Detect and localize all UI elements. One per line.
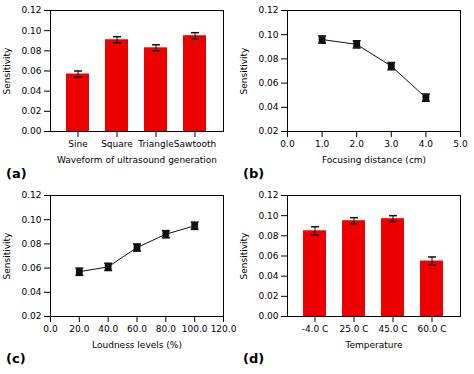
svg-text:0.12: 0.12	[258, 190, 278, 200]
svg-text:Sensitivity: Sensitivity	[239, 232, 249, 280]
svg-text:60.0 C: 60.0 C	[417, 324, 446, 334]
svg-text:0.06: 0.06	[21, 263, 41, 273]
svg-text:0.10: 0.10	[258, 211, 278, 221]
svg-text:20.0: 20.0	[69, 324, 89, 334]
svg-text:0.10: 0.10	[258, 30, 278, 40]
svg-text:3.0: 3.0	[384, 139, 399, 149]
svg-text:0.06: 0.06	[21, 66, 41, 76]
svg-text:Sawtooth: Sawtooth	[174, 139, 216, 149]
svg-text:0.04: 0.04	[258, 102, 278, 112]
svg-text:5.0: 5.0	[453, 139, 468, 149]
svg-text:100.0: 100.0	[182, 324, 208, 334]
svg-text:0.02: 0.02	[258, 291, 278, 301]
svg-text:0.04: 0.04	[21, 287, 41, 297]
svg-text:0.12: 0.12	[21, 5, 41, 15]
svg-text:0.08: 0.08	[258, 54, 278, 64]
svg-text:0.00: 0.00	[258, 311, 278, 321]
svg-text:-4.0 C: -4.0 C	[302, 324, 329, 334]
svg-text:0.06: 0.06	[258, 251, 278, 261]
svg-text:0.12: 0.12	[258, 5, 278, 15]
svg-text:Square: Square	[101, 139, 133, 149]
html-text:(d): (d)	[243, 351, 265, 366]
svg-text:0.02: 0.02	[258, 126, 278, 136]
html-text:(a): (a)	[6, 166, 27, 181]
svg-text:0.0: 0.0	[280, 139, 295, 149]
svg-text:0.10: 0.10	[21, 215, 41, 225]
svg-text:0.10: 0.10	[21, 26, 41, 36]
svg-text:120.0: 120.0	[211, 324, 237, 334]
svg-text:Waveform of ultrasound generat: Waveform of ultrasound generation	[57, 155, 217, 165]
svg-text:0.04: 0.04	[21, 86, 41, 96]
svg-text:4.0: 4.0	[419, 139, 434, 149]
svg-text:Sine: Sine	[68, 139, 88, 149]
svg-text:0.08: 0.08	[258, 231, 278, 241]
svg-text:0.06: 0.06	[258, 78, 278, 88]
svg-text:0.0: 0.0	[43, 324, 58, 334]
svg-text:0.08: 0.08	[21, 46, 41, 56]
svg-text:80.0: 80.0	[156, 324, 176, 334]
svg-text:1.0: 1.0	[315, 139, 330, 149]
svg-text:Loudness levels (%): Loudness levels (%)	[92, 340, 182, 350]
svg-text:60.0: 60.0	[127, 324, 147, 334]
svg-text:45.0 C: 45.0 C	[378, 324, 407, 334]
svg-text:0.04: 0.04	[258, 271, 278, 281]
svg-text:Focusing distance (cm): Focusing distance (cm)	[322, 155, 426, 165]
svg-text:0.08: 0.08	[21, 239, 41, 249]
svg-text:25.0 C: 25.0 C	[339, 324, 368, 334]
html-text:(b): (b)	[243, 166, 265, 181]
svg-text:2.0: 2.0	[350, 139, 365, 149]
svg-text:Sensitivity: Sensitivity	[239, 47, 249, 95]
svg-text:0.00: 0.00	[21, 126, 41, 136]
svg-text:Sensitivity: Sensitivity	[2, 232, 12, 280]
svg-text:40.0: 40.0	[98, 324, 118, 334]
svg-text:Temperature: Temperature	[344, 340, 402, 350]
svg-text:0.02: 0.02	[21, 106, 41, 116]
svg-text:Triangle: Triangle	[137, 139, 174, 149]
svg-text:0.12: 0.12	[21, 190, 41, 200]
svg-text:Sensitivity: Sensitivity	[2, 47, 12, 95]
svg-text:0.02: 0.02	[21, 311, 41, 321]
html-text:(c): (c)	[6, 351, 26, 366]
